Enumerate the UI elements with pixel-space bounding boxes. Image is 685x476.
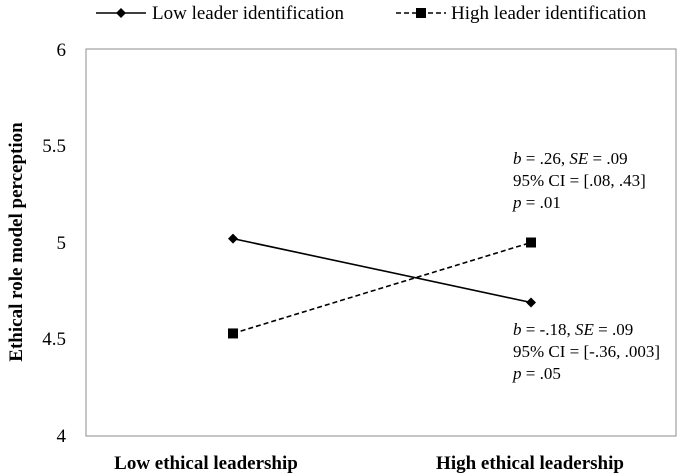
x-category-label-high: High ethical leadership bbox=[436, 453, 624, 474]
annotation-low-line-2: 95% CI = [-.36, .003] bbox=[513, 342, 660, 361]
annotation-low-line-1: b = -.18, SE = .09 bbox=[513, 320, 633, 339]
y-tick-label: 4.5 bbox=[42, 329, 66, 350]
legend-high-square-marker bbox=[416, 8, 426, 18]
series-low-point bbox=[526, 297, 536, 308]
y-tick-label: 6 bbox=[57, 40, 67, 61]
legend: Low leader identification High leader id… bbox=[96, 3, 647, 24]
annotation-high-line-3: p = .01 bbox=[512, 193, 561, 212]
y-tick-label: 5.5 bbox=[42, 136, 66, 157]
y-tick-label: 4 bbox=[57, 426, 67, 447]
y-axis-title: Ethical role model perception bbox=[6, 122, 27, 362]
y-tick-label: 5 bbox=[57, 233, 67, 254]
series-high-leader-identification bbox=[228, 237, 536, 339]
series-high-line bbox=[232, 241, 532, 335]
series-low-point bbox=[228, 233, 238, 244]
plot-area bbox=[85, 48, 677, 437]
series-low-line bbox=[232, 237, 532, 304]
annotation-low-identification: b = -.18, SE = .09 95% CI = [-.36, .003]… bbox=[512, 320, 660, 383]
legend-low-diamond-marker bbox=[116, 8, 126, 18]
legend-low-label: Low leader identification bbox=[152, 3, 345, 24]
series-high-point bbox=[228, 328, 238, 339]
legend-high-label: High leader identification bbox=[451, 3, 647, 24]
annotation-high-line-1: b = .26, SE = .09 bbox=[513, 149, 628, 168]
annotation-high-identification: b = .26, SE = .09 95% CI = [.08, .43] p … bbox=[512, 149, 646, 212]
annotation-low-line-3: p = .05 bbox=[512, 364, 561, 383]
series-high-point bbox=[526, 237, 536, 248]
y-tick-labels: 4 4.5 5 5.5 6 bbox=[42, 40, 66, 447]
x-category-label-low: Low ethical leadership bbox=[114, 453, 298, 474]
annotation-high-line-2: 95% CI = [.08, .43] bbox=[513, 171, 646, 190]
series-low-leader-identification bbox=[228, 233, 536, 308]
